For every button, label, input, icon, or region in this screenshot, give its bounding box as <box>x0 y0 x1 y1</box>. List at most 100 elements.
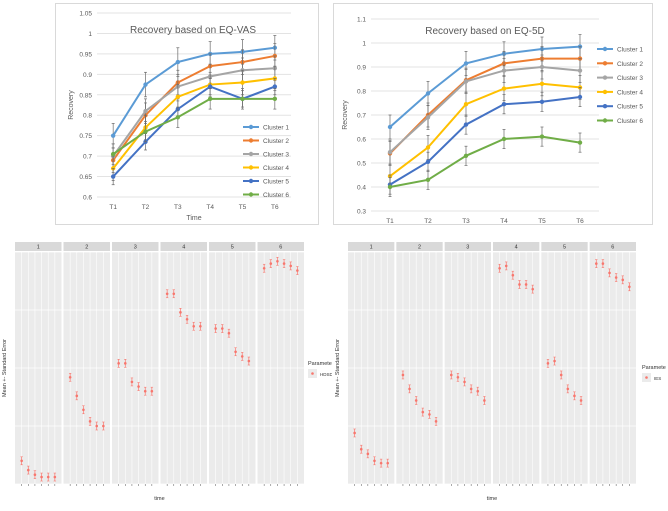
data-point <box>179 311 182 314</box>
data-point <box>272 96 278 102</box>
data-point <box>463 102 469 107</box>
data-point <box>501 136 507 142</box>
y-axis-label: Mean +- Standard Error <box>335 339 341 397</box>
data-point <box>546 362 550 365</box>
eq-vas-chart-svg: 0.6 0.65 0.7 0.75 0.8 0.85 0.9 0.95 1 1.05 T1 T2 T3 T… <box>55 3 319 225</box>
data-point <box>143 108 148 114</box>
data-point <box>240 80 245 85</box>
legend-label: HDSD <box>320 372 332 377</box>
data-point <box>95 424 99 428</box>
data-point <box>539 99 545 105</box>
legend-label: Cluster 3 <box>263 152 289 159</box>
x-tick-label: T3 <box>174 204 182 211</box>
legend-marker <box>602 46 608 52</box>
x-tick-label: T2 <box>142 204 150 211</box>
data-point <box>269 262 273 265</box>
facet-label: 5 <box>231 245 234 251</box>
data-point <box>172 292 176 296</box>
data-point <box>199 324 202 328</box>
data-point <box>33 473 37 477</box>
data-point <box>353 431 356 435</box>
data-point <box>501 86 507 91</box>
ies-facet-chart-svg: 1 2 3 4 5 6 time Mean +- Standard Error Paramete… <box>335 242 666 502</box>
facet-label: 5 <box>563 245 566 251</box>
x-tick-label: T5 <box>239 204 247 211</box>
data-point <box>359 447 363 451</box>
data-point <box>601 262 605 265</box>
data-point <box>425 145 431 150</box>
data-point <box>143 82 148 87</box>
data-point <box>559 373 563 377</box>
x-tick-label: T1 <box>109 204 117 211</box>
data-point <box>207 84 213 89</box>
x-tick-label: T4 <box>500 218 508 225</box>
y-axis-label: Mean +- Standard Error <box>2 339 8 397</box>
y-tick-label: 1 <box>88 31 92 38</box>
legend-label: Cluster 1 <box>617 47 643 54</box>
legend-label: Cluster 6 <box>617 118 643 125</box>
data-point <box>234 350 237 354</box>
facet-strip <box>209 242 256 251</box>
data-point <box>185 317 189 321</box>
data-point <box>143 129 148 134</box>
legend-marker <box>602 104 608 109</box>
data-point <box>463 122 469 127</box>
data-point <box>289 264 293 268</box>
data-point <box>276 259 279 263</box>
legend-label: Cluster 4 <box>617 89 643 96</box>
data-point <box>150 389 154 393</box>
data-point <box>463 380 466 384</box>
y-axis-label: Recovery <box>342 100 349 130</box>
data-point <box>227 331 231 335</box>
data-point <box>553 359 556 363</box>
data-point <box>573 394 576 398</box>
legend-marker <box>248 178 254 184</box>
data-point <box>594 262 598 265</box>
legend-marker <box>248 151 254 157</box>
data-point <box>425 91 431 96</box>
y-tick-label: 0.9 <box>83 72 92 79</box>
legend-label: Cluster 2 <box>617 61 643 68</box>
data-point <box>425 159 431 164</box>
data-point <box>449 373 453 377</box>
chart-title: Recovery based on EQ-VAS <box>130 25 256 36</box>
data-point <box>110 133 116 138</box>
legend-label: Cluster 5 <box>263 179 289 186</box>
data-point <box>434 420 438 423</box>
data-point <box>401 373 405 377</box>
data-point <box>143 389 147 393</box>
legend-label: Cluster 4 <box>263 165 289 172</box>
data-point <box>53 475 57 479</box>
data-point <box>46 475 50 479</box>
data-point <box>387 150 393 155</box>
hdsd-facet-chart-svg: 1 2 3 4 5 6 time Mean +- Standard Error Paramete… <box>2 242 332 502</box>
data-point <box>20 459 23 463</box>
data-point <box>425 177 431 182</box>
data-point <box>539 134 545 139</box>
legend-label: Cluster 6 <box>263 192 289 199</box>
legend-marker <box>248 138 254 143</box>
data-point <box>504 264 508 268</box>
data-point <box>469 387 473 391</box>
legend-marker <box>602 75 608 80</box>
data-point <box>483 399 486 402</box>
series-line <box>389 57 580 155</box>
facet-label: 4 <box>182 245 185 251</box>
data-point <box>621 278 625 282</box>
y-tick-label: 0.5 <box>357 161 366 168</box>
series-line <box>112 54 276 161</box>
data-point <box>498 266 501 270</box>
series-line <box>389 45 581 128</box>
chart-title: Recovery based on EQ-5D <box>425 26 545 37</box>
y-tick-label: 0.6 <box>83 195 92 202</box>
series-line <box>112 67 275 157</box>
series-line <box>112 85 276 178</box>
legend-marker <box>311 372 314 375</box>
y-tick-label: 0.7 <box>83 154 92 161</box>
facet-label: 6 <box>279 245 282 251</box>
facet-strip <box>444 242 491 251</box>
data-point <box>165 292 169 296</box>
data-point <box>137 385 140 388</box>
y-tick-label: 0.3 <box>357 209 366 216</box>
data-point <box>501 102 507 107</box>
